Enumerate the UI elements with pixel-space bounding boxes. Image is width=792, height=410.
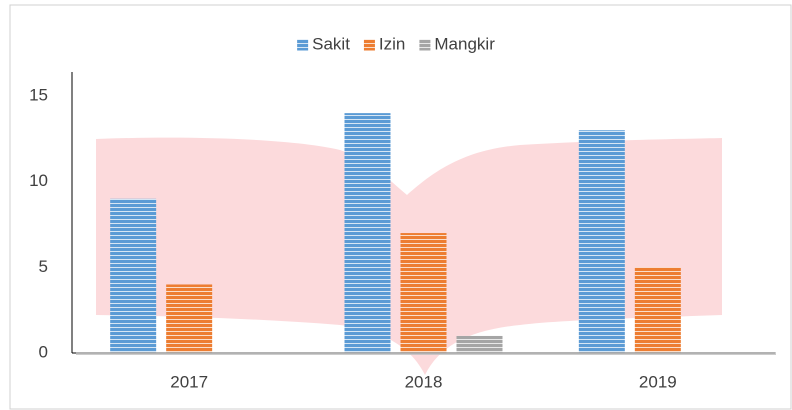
bar	[345, 113, 391, 353]
legend: Sakit Izin Mangkir	[297, 34, 495, 53]
y-tick-label: 10	[29, 171, 48, 190]
legend-swatch	[297, 40, 308, 51]
bar	[579, 130, 625, 353]
bar	[457, 336, 503, 353]
legend-swatch	[419, 40, 430, 51]
y-tick-label: 0	[39, 342, 48, 361]
chart: 0 5 10 15 2017 2018 2019 Sakit Izin Mangkir	[0, 0, 792, 410]
x-tick-label: 2017	[170, 372, 208, 391]
y-tick-label: 5	[39, 257, 48, 276]
axis-shadow	[76, 352, 776, 355]
bar	[635, 267, 681, 353]
bar	[166, 284, 212, 353]
x-tick-label: 2018	[405, 372, 443, 391]
legend-label: Mangkir	[434, 34, 495, 53]
y-tick-label: 15	[29, 85, 48, 104]
bar	[110, 199, 156, 353]
legend-label: Sakit	[312, 34, 350, 53]
x-tick-label: 2019	[639, 372, 677, 391]
legend-swatch	[364, 40, 375, 51]
legend-label: Izin	[379, 34, 405, 53]
bar	[401, 233, 447, 353]
